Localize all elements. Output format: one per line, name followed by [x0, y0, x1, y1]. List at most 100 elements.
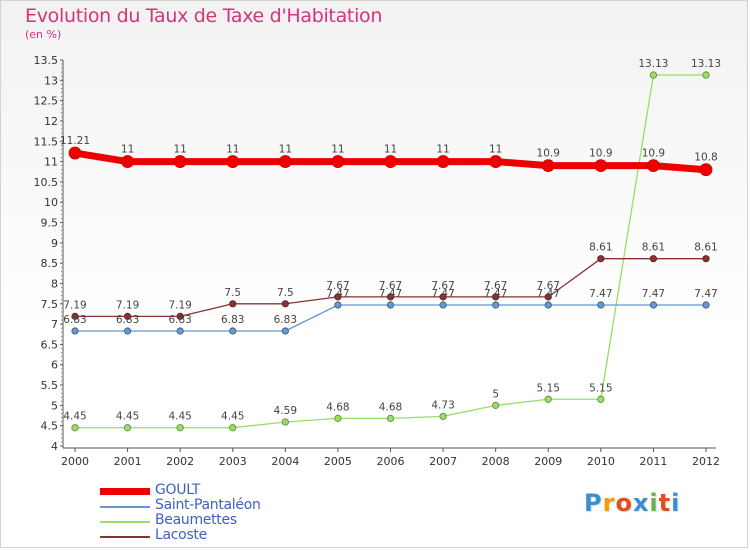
data-label: 11 — [331, 144, 344, 156]
series-point — [492, 301, 500, 309]
series-point — [176, 312, 184, 320]
series-point — [492, 401, 500, 409]
data-label: 7.5 — [224, 287, 241, 299]
data-label: 8.61 — [694, 242, 717, 254]
data-label: 7.47 — [589, 288, 612, 300]
y-tick-label: 5 — [51, 399, 58, 412]
series-point — [229, 424, 237, 432]
series-point — [439, 301, 447, 309]
series-point — [597, 255, 605, 263]
series-point — [647, 159, 660, 173]
x-tick-label: 2010 — [587, 455, 615, 468]
data-label: 7.47 — [379, 288, 402, 300]
series-point — [331, 155, 345, 168]
y-tick-label: 8 — [51, 277, 58, 290]
legend-swatch-goult — [100, 488, 150, 495]
data-label: 6.83 — [116, 314, 139, 326]
series-point — [436, 155, 450, 168]
legend-label-saint-pantaleon: Saint-Pantaléon — [155, 497, 261, 513]
x-tick-label: 2004 — [271, 455, 299, 468]
y-tick-label: 4 — [51, 440, 58, 453]
data-label: 7.19 — [116, 299, 139, 311]
series-point — [173, 155, 187, 168]
data-label: 4.45 — [116, 411, 139, 423]
x-tick-label: 2009 — [534, 455, 562, 468]
logo-letter: i — [649, 489, 659, 517]
data-label: 7.47 — [326, 288, 349, 300]
logo-letter: o — [615, 489, 633, 517]
series-point — [544, 395, 552, 403]
data-label: 6.83 — [63, 314, 86, 326]
data-label: 7.67 — [379, 280, 402, 292]
data-label: 7.67 — [431, 280, 454, 292]
data-label: 11.21 — [60, 135, 90, 147]
data-label: 6.83 — [168, 314, 191, 326]
data-label: 11 — [226, 144, 239, 156]
data-label: 4.68 — [326, 401, 349, 413]
y-tick-label: 10.5 — [34, 176, 59, 189]
x-tick-label: 2006 — [377, 455, 405, 468]
y-tick-label: 13 — [44, 74, 58, 87]
legend-label-lacoste: Lacoste — [155, 527, 207, 543]
y-tick-label: 6.5 — [41, 338, 59, 351]
series-point — [281, 300, 289, 308]
data-label: 11 — [489, 144, 502, 156]
series-point — [229, 300, 237, 308]
series-point — [649, 301, 658, 309]
series-point — [594, 159, 608, 173]
series-point — [68, 146, 82, 160]
series-point — [176, 424, 184, 432]
y-tick-label: 13.5 — [34, 54, 59, 67]
data-label: 7.47 — [431, 288, 454, 300]
y-tick-label: 7 — [51, 318, 58, 331]
series-point — [123, 424, 132, 432]
x-tick-label: 2000 — [61, 455, 89, 468]
proxiti-logo: Proxiti — [584, 489, 680, 517]
series-point — [71, 424, 79, 432]
series-point — [384, 155, 397, 168]
logo-letter: x — [632, 489, 650, 517]
x-tick-label: 2001 — [114, 455, 142, 468]
series-point — [176, 327, 184, 335]
series-point — [334, 414, 342, 422]
data-label: 7.19 — [63, 299, 86, 311]
y-tick-label: 9.5 — [41, 217, 59, 230]
legend-swatch-lacoste — [100, 536, 150, 538]
series-point — [386, 301, 395, 309]
data-label: 4.45 — [221, 411, 244, 423]
data-label: 5 — [492, 388, 499, 400]
series-point — [439, 412, 447, 420]
y-tick-label: 5.5 — [41, 379, 59, 392]
series-point — [281, 327, 289, 335]
data-label: 10.9 — [642, 148, 665, 160]
chart-title: Evolution du Taux de Taxe d'Habitation — [25, 5, 383, 27]
series-point — [699, 163, 713, 177]
data-label: 7.67 — [537, 280, 560, 292]
series-point — [71, 327, 79, 335]
series-point — [541, 159, 555, 173]
x-tick-label: 2002 — [166, 455, 194, 468]
legend-swatch-saint-pantaleon — [100, 506, 150, 508]
series-point — [702, 71, 710, 79]
x-tick-label: 2003 — [219, 455, 247, 468]
x-tick-label: 2005 — [324, 455, 352, 468]
y-tick-label: 8.5 — [41, 257, 59, 270]
data-label: 13.13 — [691, 58, 721, 70]
series-point — [702, 255, 710, 263]
series-point — [597, 395, 605, 403]
data-label: 5.15 — [589, 382, 612, 394]
series-point — [649, 71, 658, 79]
y-tick-label: 4.5 — [41, 420, 59, 433]
data-label: 7.47 — [484, 288, 507, 300]
y-tick-label: 12 — [44, 115, 58, 128]
legend-swatch-beaumettes — [100, 521, 150, 523]
data-label: 7.47 — [537, 288, 560, 300]
legend-label-goult: GOULT — [155, 482, 201, 498]
y-tick-label: 9 — [51, 237, 58, 250]
x-tick-label: 2008 — [482, 455, 510, 468]
data-label: 8.61 — [642, 242, 665, 254]
series-point — [226, 155, 240, 168]
y-tick-label: 11 — [44, 156, 58, 169]
series-point — [71, 312, 79, 320]
